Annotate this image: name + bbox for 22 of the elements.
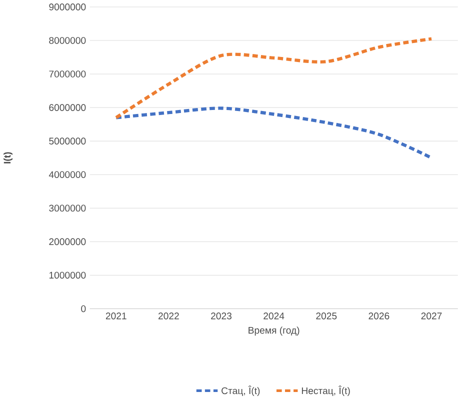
y-tick-label: 9000000 bbox=[49, 4, 86, 10]
y-tick-label: 0 bbox=[81, 305, 86, 312]
x-tick-label: 2027 bbox=[421, 312, 442, 320]
y-tick-label: 6000000 bbox=[49, 104, 86, 111]
x-tick-label: 2026 bbox=[368, 312, 390, 320]
y-tick-label: 3000000 bbox=[49, 204, 86, 212]
x-tick-label: 2025 bbox=[316, 312, 337, 320]
y-tick-label: 1000000 bbox=[49, 272, 86, 279]
x-tick-label: 2023 bbox=[211, 312, 232, 320]
y-axis-title: I(t) bbox=[4, 152, 13, 164]
y-tick-label: 2000000 bbox=[49, 238, 86, 246]
line-series bbox=[114, 37, 434, 120]
y-tick-label: 4000000 bbox=[48, 171, 86, 178]
x-tick-label: 2024 bbox=[264, 312, 284, 320]
x-axis-title: Время (год) bbox=[248, 326, 300, 336]
y-tick-label: 5000000 bbox=[49, 138, 86, 145]
x-tick-label: 2021 bbox=[106, 312, 126, 320]
y-tick-label: 8000000 bbox=[49, 37, 86, 44]
legend-label: Стац, Î(t) bbox=[222, 386, 260, 396]
x-tick-label: 2022 bbox=[158, 312, 179, 320]
legend-label: Нестац, Î(t) bbox=[302, 386, 350, 396]
y-tick-label: 7000000 bbox=[49, 70, 86, 78]
